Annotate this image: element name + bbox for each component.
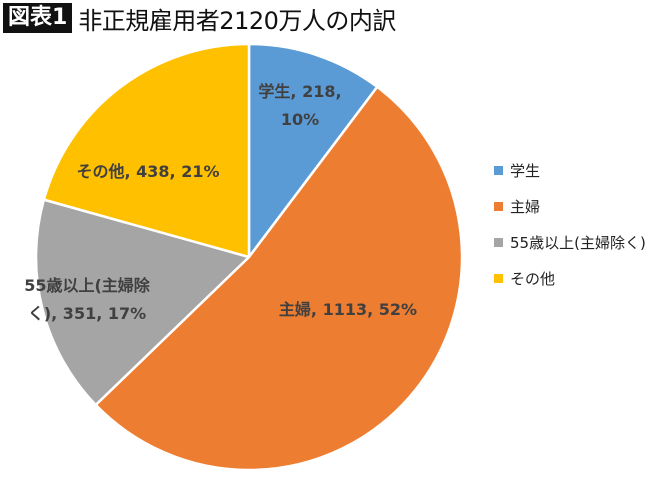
chart-header: 図表1 非正規雇用者2120万人の内訳	[3, 3, 396, 35]
legend-item-student: 学生	[494, 152, 646, 188]
legend-swatch-icon	[494, 237, 503, 247]
legend-label: 主婦	[510, 197, 541, 216]
slice-student	[247, 42, 379, 259]
slice-55-over	[34, 198, 251, 407]
data-label-line: その他, 438, 21%	[76, 162, 220, 181]
data-label-line: 10%	[280, 110, 320, 129]
slice-housewife	[94, 85, 464, 472]
legend-item-other: その他	[494, 260, 646, 296]
chart-title: 非正規雇用者2120万人の内訳	[78, 6, 396, 35]
legend-label: 55歳以上(主婦除く)	[510, 233, 646, 252]
legend-swatch-icon	[494, 273, 503, 283]
pie-slices	[34, 42, 464, 472]
slice-other	[42, 42, 251, 259]
legend-item-housewife: 主婦	[494, 188, 646, 224]
legend-label: 学生	[510, 161, 541, 180]
data-label-line: 主婦, 1113, 52%	[278, 300, 418, 319]
legend-swatch-icon	[494, 165, 503, 175]
legend: 学生 主婦 55歳以上(主婦除く) その他	[494, 152, 646, 296]
figure-badge: 図表1	[3, 3, 73, 33]
data-label-other: その他, 438, 21%	[62, 158, 234, 186]
legend-swatch-icon	[494, 201, 503, 211]
data-label-line: 55歳以上(主婦除	[24, 276, 150, 295]
data-label-student: 学生, 218, 10%	[252, 78, 348, 134]
data-label-housewife: 主婦, 1113, 52%	[268, 296, 428, 324]
legend-label: その他	[510, 269, 556, 288]
data-label-line: く), 351, 17%	[27, 304, 147, 323]
data-label-55-over: 55歳以上(主婦除 く), 351, 17%	[2, 272, 172, 328]
legend-item-55-over: 55歳以上(主婦除く)	[494, 224, 646, 260]
data-label-line: 学生, 218,	[258, 82, 342, 101]
